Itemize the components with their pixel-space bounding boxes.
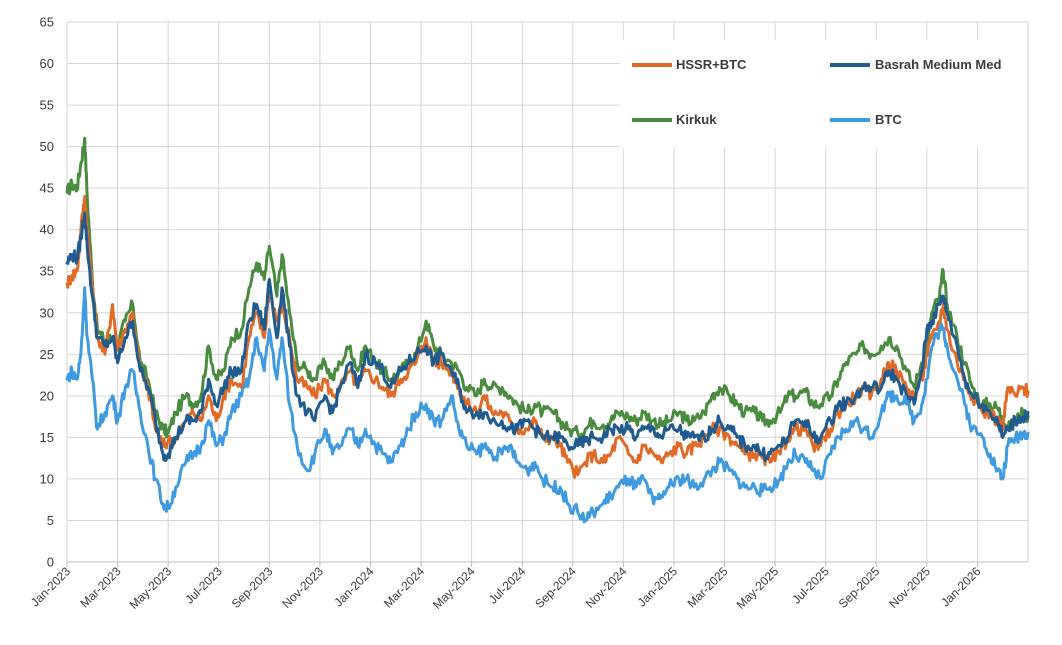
y-tick-label: 30: [40, 305, 54, 320]
x-tick-label: Jan-2023: [28, 564, 74, 610]
x-axis-ticks: Jan-2023 Mar-2023 May-2023 Jul-2023 Sep-2023…: [28, 562, 984, 612]
legend-label-basrah-medium-med: Basrah Medium Med: [875, 57, 1001, 72]
x-tick-label: Nov-2024: [583, 564, 630, 611]
x-tick-label: Jan-2026: [938, 564, 984, 610]
y-tick-label: 65: [40, 15, 54, 30]
x-tick-label: Nov-2023: [279, 564, 326, 611]
y-tick-label: 0: [47, 555, 54, 570]
y-tick-label: 15: [40, 430, 54, 445]
x-tick-label: Sep-2025: [836, 564, 883, 611]
y-axis-ticks: 0 5 10 15 20 25 30 35 40 45 50 55 60 65: [40, 15, 54, 570]
y-tick-label: 10: [40, 471, 54, 486]
x-tick-label: May-2023: [127, 564, 175, 612]
series-line-kirkuk: [65, 136, 1030, 439]
x-tick-label: Jan-2024: [331, 564, 377, 610]
x-tick-label: May-2024: [430, 564, 478, 612]
legend-label-hssr-btc: HSSR+BTC: [676, 57, 747, 72]
legend-box: [620, 40, 1027, 148]
series-line-basrah-medium-med: [65, 211, 1030, 462]
x-tick-label: Jan-2025: [635, 564, 681, 610]
x-tick-label: Nov-2025: [886, 564, 933, 611]
y-tick-label: 25: [40, 347, 54, 362]
x-tick-label: May-2025: [734, 564, 782, 612]
x-tick-label: Mar-2024: [381, 564, 427, 610]
y-tick-label: 50: [40, 139, 54, 154]
y-tick-label: 5: [47, 513, 54, 528]
y-tick-label: 20: [40, 388, 54, 403]
x-tick-label: Sep-2023: [229, 564, 276, 611]
y-tick-label: 35: [40, 264, 54, 279]
x-tick-label: Sep-2024: [532, 564, 579, 611]
x-tick-label: Jul-2023: [182, 564, 225, 607]
legend-label-btc: BTC: [875, 112, 902, 127]
x-tick-label: Mar-2023: [77, 564, 123, 610]
legend-label-kirkuk: Kirkuk: [676, 112, 717, 127]
series-line-btc: [65, 286, 1030, 524]
x-tick-label: Mar-2025: [684, 564, 730, 610]
y-tick-label: 55: [40, 98, 54, 113]
legend: HSSR+BTC Basrah Medium Med Kirkuk BTC: [620, 40, 1027, 148]
y-tick-label: 60: [40, 56, 54, 71]
series-layer: [65, 136, 1030, 524]
x-tick-label: Jul-2025: [789, 564, 832, 607]
y-tick-label: 45: [40, 181, 54, 196]
x-tick-label: Jul-2024: [486, 564, 529, 607]
y-tick-label: 40: [40, 222, 54, 237]
